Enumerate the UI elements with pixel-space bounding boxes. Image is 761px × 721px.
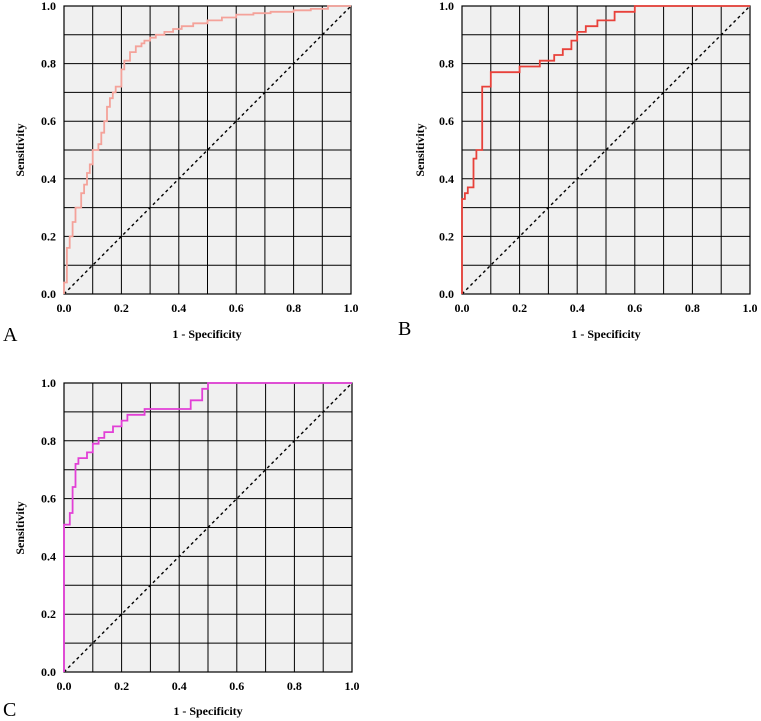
y-tick-label: 0.6 bbox=[41, 492, 56, 506]
plot-frame bbox=[63, 5, 352, 295]
y-tick-label: 0.2 bbox=[41, 607, 56, 621]
y-tick-label: 0.0 bbox=[41, 287, 56, 301]
y-tick-label: 0.4 bbox=[439, 172, 454, 186]
x-tick-label: 1.0 bbox=[345, 679, 360, 693]
x-tick-label: 0.8 bbox=[685, 301, 700, 315]
x-tick-label: 0.4 bbox=[570, 301, 585, 315]
y-axis-title: Sensitivity bbox=[13, 501, 27, 554]
x-tick-label: 0.6 bbox=[627, 301, 642, 315]
x-tick-label: 0.8 bbox=[287, 679, 302, 693]
x-tick-label: 0.2 bbox=[114, 301, 129, 315]
y-tick-label: 0.6 bbox=[439, 114, 454, 128]
x-tick-label: 0.0 bbox=[455, 301, 470, 315]
plot-area: 0.0 0.2 0.4 0.6 0.8 1.0 0.0 0.2 0.4 0.6 0.8 1.0 bbox=[41, 376, 360, 693]
y-tick-label: 0.2 bbox=[41, 229, 56, 243]
x-tick-label: 0.2 bbox=[512, 301, 527, 315]
panel-letter-b: B bbox=[398, 318, 411, 340]
plot-frame bbox=[461, 5, 751, 295]
x-axis-title: 1 - Specificity bbox=[173, 704, 242, 718]
panel-letter-a: A bbox=[3, 324, 18, 346]
x-axis-title: 1 - Specificity bbox=[571, 327, 640, 341]
roc-curve bbox=[63, 382, 352, 672]
x-axis-title: 1 - Specificity bbox=[172, 327, 241, 341]
x-tick-label: 1.0 bbox=[344, 301, 359, 315]
y-axis-title: Sensitivity bbox=[13, 123, 27, 176]
y-tick-label: 1.0 bbox=[41, 0, 56, 13]
x-tick-label: 0.0 bbox=[57, 679, 72, 693]
y-tick-label: 0.0 bbox=[41, 665, 56, 679]
plot-area: 0.0 0.2 0.4 0.6 0.8 1.0 0.0 0.2 0.4 0.6 0.8 1.0 bbox=[439, 0, 758, 315]
roc-panel-c: C 1 - Specificity Sensitivity 0.0 0.2 0.4 0… bbox=[3, 376, 360, 721]
y-tick-label: 0.6 bbox=[41, 114, 56, 128]
y-tick-label: 0.8 bbox=[439, 57, 454, 71]
x-tick-label: 0.4 bbox=[171, 301, 186, 315]
y-tick-label: 0.0 bbox=[439, 287, 454, 301]
x-tick-label: 0.4 bbox=[172, 679, 187, 693]
reference-diagonal-line bbox=[461, 5, 751, 295]
roc-curve bbox=[461, 5, 750, 294]
y-tick-label: 1.0 bbox=[41, 376, 56, 390]
y-tick-label: 1.0 bbox=[439, 0, 454, 13]
y-tick-label: 0.8 bbox=[41, 434, 56, 448]
x-tick-label: 1.0 bbox=[743, 301, 758, 315]
reference-diagonal-line bbox=[63, 382, 353, 673]
roc-panel-b: B 1 - Specificity Sensitivity 0.0 0.2 0.4 0… bbox=[398, 0, 758, 341]
plot-area: 0.0 0.2 0.4 0.6 0.8 1.0 0.0 0.2 0.4 0.6 0.8 1.0 bbox=[41, 0, 359, 315]
y-axis-title: Sensitivity bbox=[413, 123, 427, 176]
y-tick-label: 0.8 bbox=[41, 57, 56, 71]
x-tick-label: 0.0 bbox=[57, 301, 72, 315]
y-tick-label: 0.2 bbox=[439, 229, 454, 243]
reference-diagonal-line bbox=[63, 5, 352, 295]
y-tick-label: 0.4 bbox=[41, 549, 56, 563]
x-tick-label: 0.2 bbox=[114, 679, 129, 693]
x-tick-label: 0.8 bbox=[286, 301, 301, 315]
roc-panel-a: A 1 - Specificity Sensitivity 0.0 0.2 0.4 0… bbox=[3, 0, 359, 346]
panel-letter-c: C bbox=[3, 699, 16, 721]
x-tick-label: 0.6 bbox=[229, 679, 244, 693]
x-tick-label: 0.6 bbox=[229, 301, 244, 315]
y-tick-label: 0.4 bbox=[41, 172, 56, 186]
roc-curve bbox=[63, 5, 351, 294]
